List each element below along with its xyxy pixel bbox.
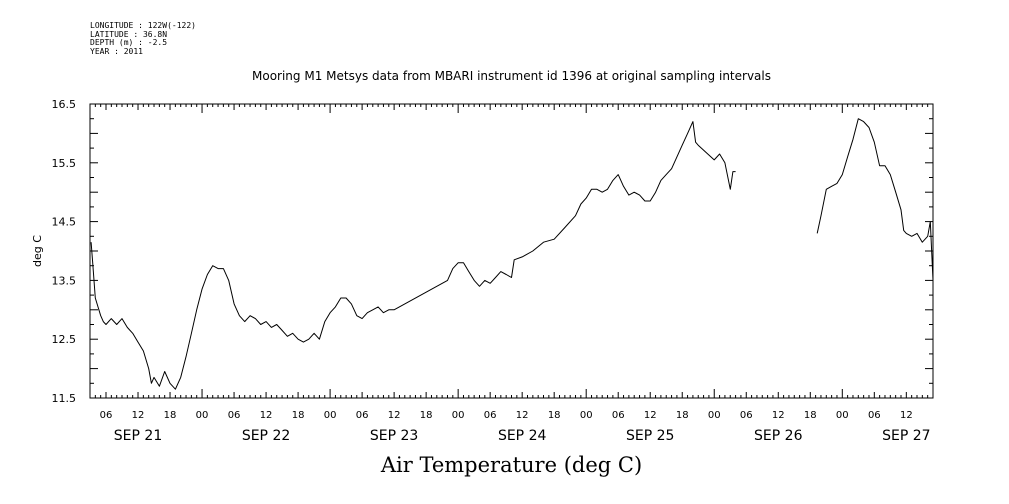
x-day-label: SEP 21 <box>114 428 162 444</box>
x-hour-label: 06 <box>356 410 369 421</box>
plot-frame <box>89 103 934 399</box>
variable-title-wrap: Air Temperature (deg C) <box>0 453 1009 477</box>
label-layer: 11.5 12.5 13.5 14.5 15.5 16.5 06 12 18 00 06 12 18 00… <box>52 98 931 444</box>
x-hour-label: 06 <box>612 410 625 421</box>
x-day-label: SEP 24 <box>498 428 547 444</box>
meta-depth: DEPTH (m) : -2.5 <box>90 38 168 48</box>
x-day-label: SEP 26 <box>754 428 803 444</box>
x-day-label: SEP 27 <box>882 428 930 444</box>
y-tick-label: 11.5 <box>52 392 77 405</box>
x-hour-label: 00 <box>196 410 209 421</box>
x-hour-label: 12 <box>388 410 401 421</box>
x-hour-label: 00 <box>708 410 721 421</box>
plot-title-wrap: Mooring M1 Metsys data from MBARI instru… <box>0 69 1009 83</box>
x-hour-label: 00 <box>836 410 849 421</box>
air-temperature-line-segment-2 <box>816 118 934 281</box>
x-hour-label: 06 <box>228 410 241 421</box>
variable-title: Air Temperature (deg C) <box>380 453 643 477</box>
x-hour-label: 12 <box>772 410 785 421</box>
x-hour-label: 06 <box>868 410 881 421</box>
meta-latitude: LATITUDE : 36.8N <box>90 29 168 39</box>
series-layer <box>90 118 934 390</box>
x-day-label: SEP 23 <box>370 428 418 444</box>
metadata-block: LONGITUDE : 122W(-122) LATITUDE : 36.8N … <box>90 21 196 56</box>
meta-longitude: LONGITUDE : 122W(-122) <box>90 21 196 30</box>
y-tick-label: 15.5 <box>52 157 77 170</box>
y-tick-label: 12.5 <box>52 333 77 346</box>
x-hour-label: 18 <box>548 410 561 421</box>
x-hour-label: 18 <box>804 410 817 421</box>
plot-title: Mooring M1 Metsys data from MBARI instru… <box>252 69 771 83</box>
y-axis-label: deg C <box>31 235 44 267</box>
x-hour-label: 06 <box>740 410 753 421</box>
x-hour-label: 18 <box>420 410 433 421</box>
x-hour-label: 12 <box>260 410 273 421</box>
meta-year: YEAR : 2011 <box>90 46 143 56</box>
x-hour-label: 00 <box>324 410 337 421</box>
x-hour-label: 12 <box>132 410 145 421</box>
y-tick-label: 14.5 <box>52 216 77 229</box>
x-hour-label: 12 <box>900 410 913 421</box>
x-hour-label: 00 <box>452 410 465 421</box>
x-day-label: SEP 25 <box>626 428 674 444</box>
x-hour-label: 00 <box>580 410 593 421</box>
x-hour-label: 12 <box>516 410 529 421</box>
x-hour-label: 06 <box>100 410 113 421</box>
y-tick-label: 13.5 <box>52 274 77 287</box>
x-hour-label: 18 <box>292 410 305 421</box>
x-day-label: SEP 22 <box>242 428 290 444</box>
y-tick-label: 16.5 <box>52 98 77 111</box>
x-hour-label: 18 <box>676 410 689 421</box>
tick-layer <box>89 103 934 399</box>
x-hour-label: 06 <box>484 410 497 421</box>
air-temperature-line-segment-1 <box>90 121 736 390</box>
x-hour-label: 18 <box>164 410 177 421</box>
x-hour-label: 12 <box>644 410 657 421</box>
